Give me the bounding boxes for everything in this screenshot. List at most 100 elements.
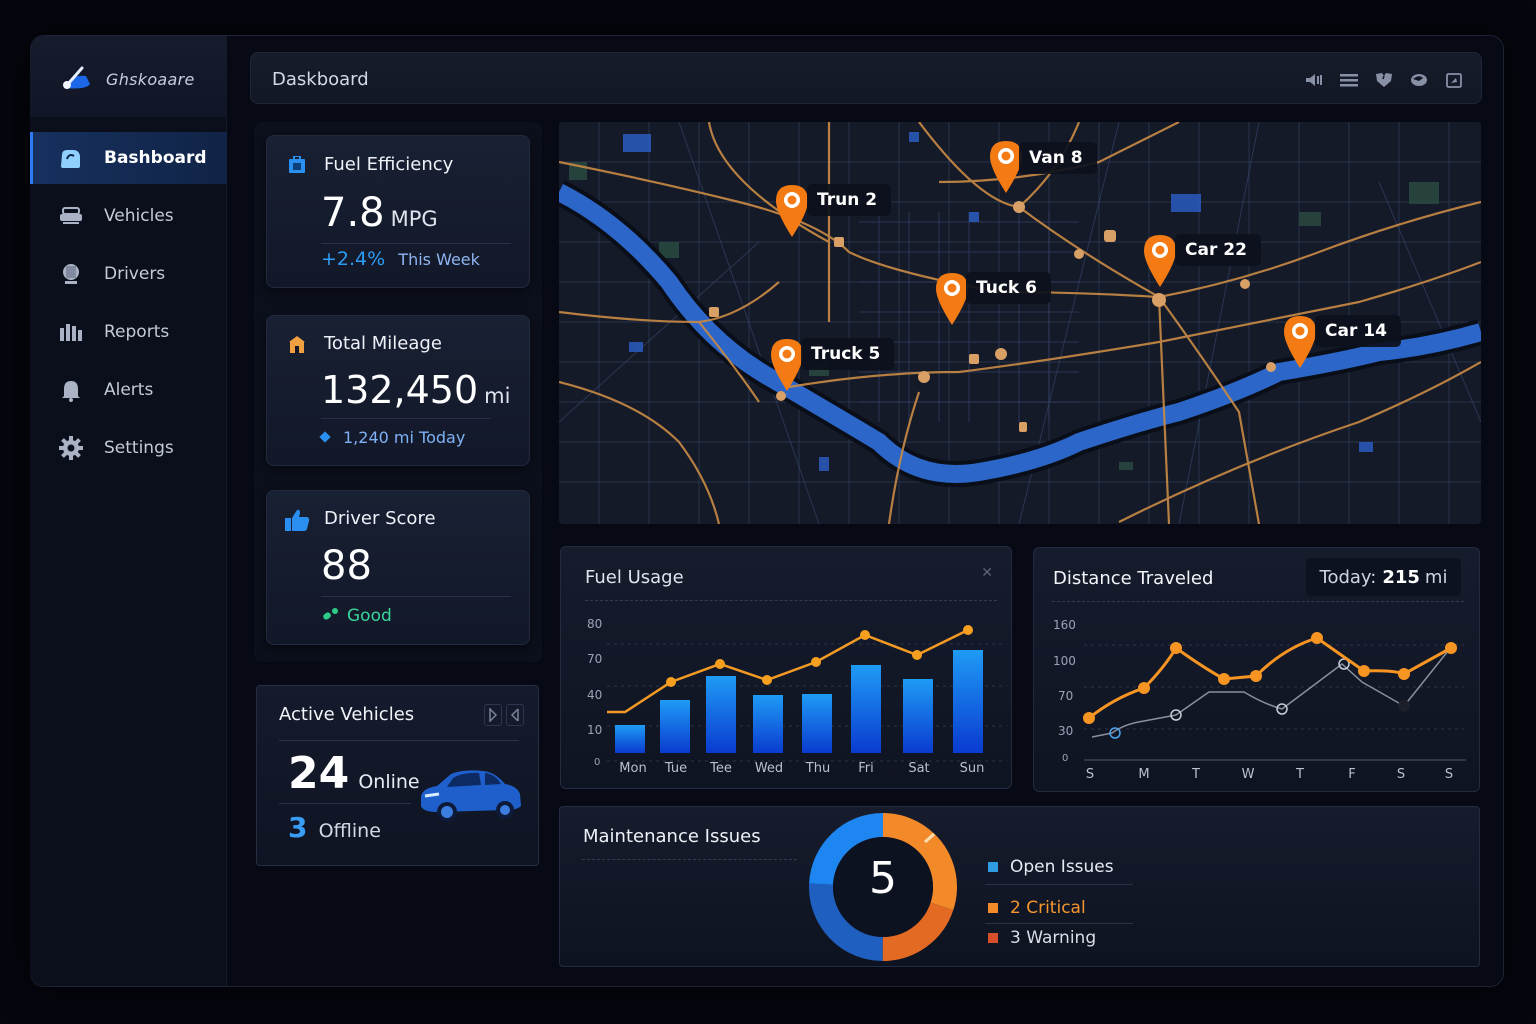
legend-warning[interactable]: 3 Warning xyxy=(988,928,1096,948)
sidebar: Ghskoaare Bashboard Vehicles Drivers Rep… xyxy=(30,36,227,986)
driver-icon xyxy=(58,261,84,287)
marker-label: Car 14 xyxy=(1315,315,1401,347)
sidebar-item-label: Alerts xyxy=(104,380,154,400)
panel-title: Maintenance Issues xyxy=(583,826,761,847)
header-toolbar xyxy=(1305,71,1463,89)
legend-critical[interactable]: 2 Critical xyxy=(988,898,1086,918)
car-icon xyxy=(421,770,521,822)
map-marker-van-8[interactable] xyxy=(989,140,1023,198)
driver-score-value: 88 xyxy=(321,543,372,589)
x-tick: W xyxy=(1241,767,1255,782)
map-pin-icon xyxy=(990,141,1022,193)
maintenance-total: 5 xyxy=(869,853,897,904)
status-label: Good xyxy=(347,606,392,626)
dashboard-icon xyxy=(58,145,84,171)
next-button[interactable] xyxy=(484,704,502,726)
sidebar-item-label: Settings xyxy=(104,438,174,458)
map-pin-icon xyxy=(1144,235,1176,287)
sidebar-item-label: Vehicles xyxy=(104,206,174,226)
fuel-change: +2.4% This Week xyxy=(321,248,480,270)
sidebar-item-settings[interactable]: Settings xyxy=(30,422,227,474)
heart-shield-icon[interactable] xyxy=(1375,71,1393,89)
y-tick: 10 xyxy=(587,723,603,737)
card-title: Active Vehicles xyxy=(279,704,415,725)
fleet-map[interactable]: Trun 2 Van 8 Car 22 Tuck 6 Truck 5 Car 1… xyxy=(559,122,1481,524)
volume-icon[interactable] xyxy=(1305,71,1323,89)
map-marker-trun-2[interactable] xyxy=(775,184,809,242)
top-header: Daskboard xyxy=(250,52,1482,104)
gear-icon xyxy=(58,435,84,461)
sidebar-item-dashboard[interactable]: Bashboard xyxy=(30,132,227,184)
map-pin-icon xyxy=(1284,316,1316,368)
sidebar-item-drivers[interactable]: Drivers xyxy=(30,248,227,300)
x-tick: M xyxy=(1138,767,1150,782)
map-marker-car-14[interactable] xyxy=(1283,315,1317,373)
divider xyxy=(585,600,997,601)
value-unit: mi xyxy=(484,384,511,408)
fuel-efficiency-card[interactable]: Fuel Efficiency 7.8 MPG +2.4% This Week xyxy=(266,135,530,288)
x-tick: S xyxy=(1085,767,1095,782)
maintenance-donut-chart xyxy=(809,813,957,961)
value-number: 132,450 xyxy=(321,368,479,412)
divider xyxy=(985,923,1133,924)
sidebar-item-label: Drivers xyxy=(104,264,166,284)
divider xyxy=(279,740,519,741)
brand-header: Ghskoaare xyxy=(30,36,227,117)
x-tick: Thu xyxy=(805,761,831,776)
vehicle-icon xyxy=(58,203,84,229)
mileage-value: 132,450 mi xyxy=(321,368,510,412)
x-tick: S xyxy=(1396,767,1406,782)
x-tick: Sat xyxy=(908,761,930,776)
y-tick: 70 xyxy=(587,652,603,666)
marker-label: Car 22 xyxy=(1175,234,1261,266)
x-tick: Tue xyxy=(664,761,688,776)
prev-button[interactable] xyxy=(506,704,524,726)
y-tick: 0 xyxy=(594,757,601,768)
today-label: Today: xyxy=(1319,566,1377,588)
map-marker-tuck-6[interactable] xyxy=(935,272,969,330)
driver-score-card[interactable]: Driver Score 88 Good xyxy=(266,490,530,645)
x-tick: Wed xyxy=(754,761,784,776)
menu-icon[interactable] xyxy=(1340,71,1358,89)
change-percent: +2.4% xyxy=(321,248,386,270)
sidebar-item-label: Reports xyxy=(104,322,170,342)
y-tick: 70 xyxy=(1058,689,1074,703)
diamond-icon xyxy=(319,431,331,443)
today-value: 215 xyxy=(1382,566,1420,588)
map-marker-car-22[interactable] xyxy=(1143,234,1177,292)
x-tick: Tee xyxy=(710,761,732,776)
map-pin-icon xyxy=(936,273,968,325)
online-number: 24 xyxy=(288,748,350,799)
divider xyxy=(985,884,1133,885)
legend-label: 3 Warning xyxy=(1010,928,1097,948)
sidebar-item-alerts[interactable]: Alerts xyxy=(30,364,227,416)
divider xyxy=(582,859,797,860)
sidebar-item-vehicles[interactable]: Vehicles xyxy=(30,190,227,242)
sidebar-nav: Bashboard Vehicles Drivers Reports Alert… xyxy=(30,132,227,480)
legend-swatch xyxy=(988,903,998,913)
x-tick: T xyxy=(1192,767,1200,782)
offline-count: 3 Offline xyxy=(288,811,381,844)
sidebar-item-reports[interactable]: Reports xyxy=(30,306,227,358)
legend-label: Open Issues xyxy=(1010,857,1114,877)
stats-column: Fuel Efficiency 7.8 MPG +2.4% This Week T… xyxy=(254,122,542,662)
divider xyxy=(1052,601,1464,602)
map-marker-truck-5[interactable] xyxy=(770,338,804,396)
distance-chart xyxy=(1083,632,1466,761)
thumbs-up-icon xyxy=(285,509,310,531)
divider xyxy=(321,596,511,597)
x-tick: F xyxy=(1348,767,1356,782)
legend-open-issues[interactable]: Open Issues xyxy=(988,857,1114,877)
value-unit: MPG xyxy=(390,207,438,231)
pie-icon[interactable] xyxy=(1410,71,1428,89)
legend-label: 2 Critical xyxy=(1010,898,1086,918)
active-vehicles-card[interactable]: Active Vehicles 24 Online 3 Offline xyxy=(256,685,539,866)
x-tick: S xyxy=(1444,767,1454,782)
mileage-today: 1,240 mi Today xyxy=(319,428,465,447)
close-icon[interactable]: ✕ xyxy=(981,565,993,581)
export-icon[interactable] xyxy=(1445,71,1463,89)
change-period: This Week xyxy=(398,250,480,269)
logo-icon xyxy=(63,66,90,89)
y-tick: 30 xyxy=(1058,724,1074,738)
total-mileage-card[interactable]: Total Mileage 132,450 mi 1,240 mi Today xyxy=(266,315,530,466)
